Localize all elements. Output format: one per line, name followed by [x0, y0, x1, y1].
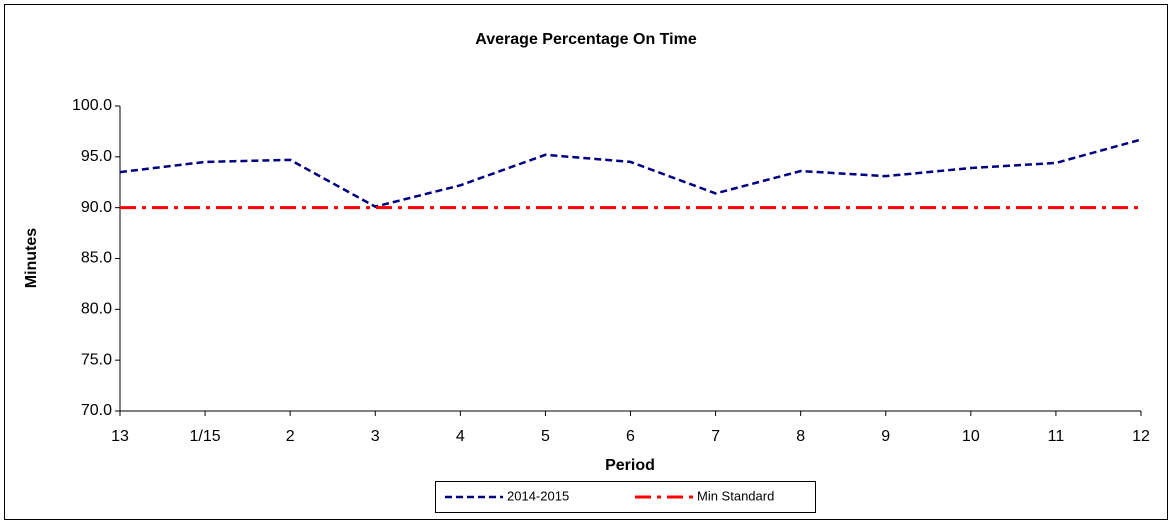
- x-tick-label: 9: [881, 428, 890, 445]
- chart-frame: [4, 4, 1168, 520]
- y-tick-label: 75.0: [81, 351, 112, 368]
- x-tick-label: 10: [962, 428, 980, 445]
- x-tick-label: 8: [796, 428, 805, 445]
- legend-label: Min Standard: [697, 488, 774, 503]
- y-axis-label: Minutes: [23, 228, 40, 289]
- x-tick-label: 6: [626, 428, 635, 445]
- legend-label: 2014-2015: [507, 488, 569, 503]
- x-axis-label: Period: [605, 457, 655, 474]
- chart-title: Average Percentage On Time: [475, 31, 697, 48]
- y-tick-label: 100.0: [72, 97, 112, 114]
- x-tick-label: 3: [371, 428, 380, 445]
- x-tick-label: 2: [286, 428, 295, 445]
- series-line: [119, 138, 1142, 208]
- x-tick-label: 4: [456, 428, 465, 445]
- x-tick-label: 5: [541, 428, 550, 445]
- y-tick-label: 85.0: [81, 250, 112, 267]
- y-tick-label: 90.0: [81, 199, 112, 216]
- y-tick-label: 95.0: [81, 148, 112, 165]
- x-tick-label: 11: [1048, 428, 1065, 445]
- legend-box: [435, 481, 816, 513]
- x-tick-label: 13: [111, 428, 129, 445]
- x-tick-label: 7: [711, 428, 720, 445]
- y-tick-label: 70.0: [81, 402, 112, 419]
- x-tick-label: 12: [1132, 428, 1150, 445]
- x-tick-label: 1/15: [190, 428, 221, 445]
- y-tick-label: 80.0: [81, 301, 112, 318]
